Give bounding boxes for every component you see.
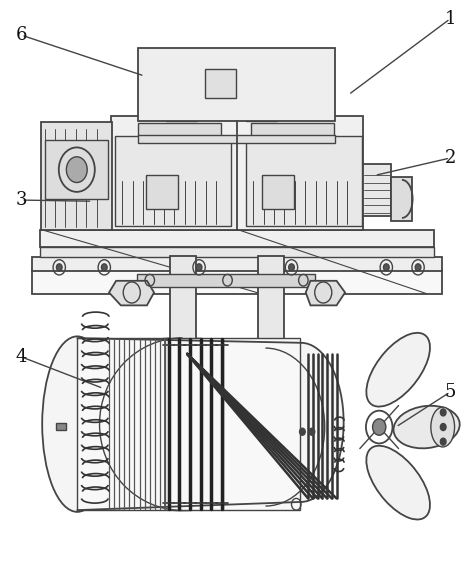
Text: 1: 1 bbox=[445, 10, 456, 27]
Circle shape bbox=[196, 264, 202, 271]
Circle shape bbox=[101, 264, 107, 271]
Bar bbox=[262, 176, 294, 209]
Bar bbox=[391, 177, 412, 221]
Bar bbox=[41, 122, 112, 230]
Circle shape bbox=[56, 264, 62, 271]
Bar bbox=[205, 69, 236, 98]
Ellipse shape bbox=[258, 343, 344, 502]
Polygon shape bbox=[306, 281, 345, 305]
Bar bbox=[146, 176, 178, 209]
Ellipse shape bbox=[42, 336, 112, 512]
Bar bbox=[138, 48, 335, 121]
Ellipse shape bbox=[393, 406, 460, 448]
Bar bbox=[246, 136, 362, 226]
Circle shape bbox=[373, 419, 386, 435]
Polygon shape bbox=[109, 281, 154, 305]
Bar bbox=[115, 136, 231, 226]
Bar bbox=[45, 140, 108, 199]
Bar bbox=[138, 123, 221, 136]
Bar bbox=[77, 338, 300, 510]
Bar bbox=[246, 95, 277, 121]
Ellipse shape bbox=[431, 407, 455, 447]
Text: 5: 5 bbox=[445, 383, 456, 401]
Text: 4: 4 bbox=[16, 348, 27, 366]
Circle shape bbox=[440, 438, 446, 445]
Circle shape bbox=[300, 428, 305, 435]
Bar bbox=[40, 230, 434, 247]
Bar bbox=[32, 270, 442, 294]
Circle shape bbox=[383, 264, 389, 271]
Ellipse shape bbox=[366, 446, 430, 519]
Text: 6: 6 bbox=[16, 26, 27, 44]
Bar bbox=[258, 256, 284, 339]
Bar bbox=[56, 423, 66, 430]
Circle shape bbox=[309, 428, 315, 435]
Bar bbox=[137, 274, 315, 287]
Circle shape bbox=[289, 264, 294, 271]
Circle shape bbox=[440, 424, 446, 431]
Text: 2: 2 bbox=[445, 149, 456, 167]
Bar bbox=[166, 95, 197, 121]
Ellipse shape bbox=[366, 333, 430, 407]
Circle shape bbox=[440, 409, 446, 416]
Bar bbox=[138, 135, 335, 143]
Bar bbox=[32, 257, 442, 271]
Bar bbox=[170, 256, 196, 339]
Bar bbox=[111, 116, 363, 230]
Bar bbox=[40, 247, 434, 257]
Text: 3: 3 bbox=[16, 191, 27, 209]
Bar bbox=[251, 123, 334, 136]
Circle shape bbox=[415, 264, 421, 271]
Ellipse shape bbox=[55, 338, 310, 510]
Circle shape bbox=[66, 157, 87, 183]
Bar bbox=[363, 164, 391, 216]
